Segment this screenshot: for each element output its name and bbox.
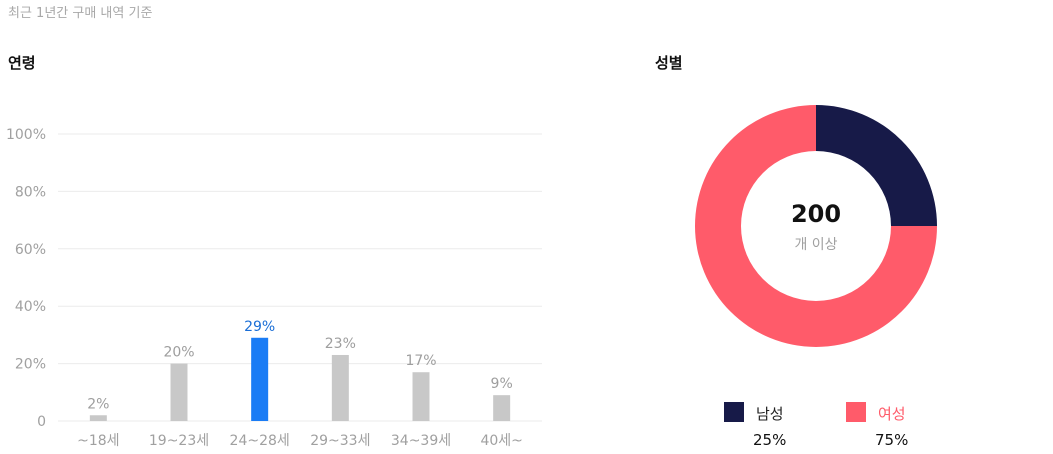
donut-slice [816, 105, 937, 226]
x-tick-label: ~18세 [77, 433, 119, 449]
y-tick-label: 40% [15, 299, 46, 315]
bar [170, 363, 188, 421]
x-tick-label: 24~28세 [230, 433, 290, 449]
bar-value-label: 2% [87, 396, 109, 412]
y-tick-label: 80% [15, 184, 46, 200]
bar-value-label: 9% [491, 376, 513, 392]
y-tick-label: 0 [37, 414, 46, 430]
legend-value-male: 25% [753, 431, 787, 449]
data-basis-note: 최근 1년간 구매 내역 기준 [8, 6, 153, 21]
legend-label-male: 남성 [756, 405, 784, 423]
bar [412, 372, 430, 421]
y-tick-label: 20% [15, 357, 46, 373]
legend-swatch-female [846, 402, 866, 422]
x-tick-label: 40세~ [480, 433, 522, 449]
donut-center-count: 200 [790, 200, 842, 228]
bar [493, 395, 511, 421]
y-tick-label: 60% [15, 242, 46, 258]
x-tick-label: 29~33세 [310, 433, 370, 449]
age-bar-chart: 0 20% 40% 60% 80% 100% 2% ~18세 20% 19~23세 29% 24~28… [6, 127, 542, 449]
y-tick-label: 100% [6, 127, 46, 143]
bar-value-label: 17% [405, 353, 436, 369]
bar [89, 415, 107, 421]
donut-slice [695, 105, 937, 347]
bar-value-label: 20% [163, 345, 194, 361]
legend-label-female: 여성 [878, 405, 906, 423]
bar-value-label: 29% [244, 319, 275, 335]
x-tick-label: 34~39세 [391, 433, 451, 449]
x-tick-label: 19~23세 [149, 433, 209, 449]
age-section-title: 연령 [8, 54, 36, 72]
gender-section-title: 성별 [655, 54, 683, 72]
bar-value-label: 23% [325, 336, 356, 352]
legend-swatch-male [724, 402, 744, 422]
gender-donut-chart [695, 105, 937, 347]
bar [251, 337, 269, 421]
legend-value-female: 75% [875, 431, 909, 449]
bar [331, 354, 349, 421]
donut-center-label: 개 이상 [794, 237, 838, 253]
